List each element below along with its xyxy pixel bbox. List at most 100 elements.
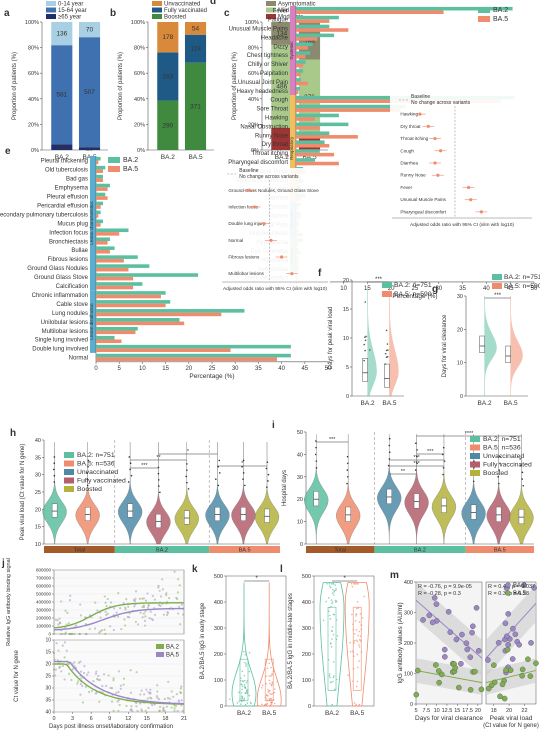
data-point xyxy=(79,660,82,663)
bar-data-label: 581 xyxy=(56,92,67,99)
group-bar xyxy=(44,546,115,553)
inset-category-label: Infection focus xyxy=(228,205,258,210)
y-axis-title: IgG antibody values (AU/ml) xyxy=(397,602,404,683)
data-point xyxy=(135,705,138,708)
bar-a-BA.2-0 xyxy=(51,144,73,150)
data-point xyxy=(331,626,334,628)
y-tick-label: 400 xyxy=(404,580,413,586)
data-point xyxy=(86,673,89,676)
group-label: BA.2 xyxy=(414,548,426,554)
data-point-ba2 xyxy=(510,625,516,632)
outlier-point xyxy=(364,349,366,352)
data-point xyxy=(270,693,273,695)
inset-category-label: Multilobar lesions xyxy=(228,271,264,276)
data-point xyxy=(244,703,247,706)
outlier-point xyxy=(186,469,188,471)
data-point xyxy=(88,627,91,631)
data-point xyxy=(333,661,335,663)
outlier-point xyxy=(384,363,386,365)
box xyxy=(264,508,270,523)
data-point xyxy=(178,605,181,608)
data-point xyxy=(104,601,107,604)
fit-line-ba2 xyxy=(415,599,483,659)
bar-data-label: 34 xyxy=(58,144,66,151)
data-point-ba5 xyxy=(519,672,525,679)
data-point xyxy=(153,598,157,601)
panel-label-b: b xyxy=(110,8,116,19)
y-tick-label: 300000 xyxy=(36,608,52,613)
data-point xyxy=(355,685,358,688)
legend-label: 0-14 year xyxy=(58,2,83,8)
data-point xyxy=(349,650,352,653)
legend-label: BA.5: n=590 xyxy=(504,283,540,290)
data-point xyxy=(162,707,165,711)
y-tick-label: 0 xyxy=(346,394,349,400)
legend-swatch xyxy=(478,7,490,13)
violin xyxy=(431,434,457,545)
x-tick-label: 20 xyxy=(506,708,512,714)
data-point xyxy=(271,699,273,701)
data-point xyxy=(326,583,328,585)
data-point xyxy=(151,618,154,622)
data-point xyxy=(180,699,183,702)
bar-ba5 xyxy=(296,161,339,166)
data-point-ba2 xyxy=(420,617,426,623)
group-bar xyxy=(374,546,466,553)
group-bar xyxy=(209,546,280,553)
data-point xyxy=(328,614,331,617)
x-tick-label: 18 xyxy=(162,716,168,722)
outlier-point xyxy=(416,455,418,458)
data-point xyxy=(109,625,112,628)
data-point xyxy=(245,681,248,684)
category-label: Sore Throat xyxy=(256,107,288,113)
x-tick-label: 12 xyxy=(125,716,131,722)
box xyxy=(441,497,447,513)
data-point-ba2 xyxy=(431,595,438,601)
x-tick-label: 25 xyxy=(209,366,216,372)
outlier-point xyxy=(266,486,268,488)
y-axis-title: BA.2/BA.5 IgG in early stage xyxy=(200,602,206,679)
bar-ba2 xyxy=(296,149,320,153)
panel-label-h: h xyxy=(10,428,16,439)
legend-swatch xyxy=(382,282,392,288)
group-strip xyxy=(90,156,96,291)
legend-swatch xyxy=(470,436,480,442)
data-point xyxy=(75,624,78,627)
y-axis-title: Relative IgG antibody binding signal xyxy=(6,558,12,646)
data-point xyxy=(96,609,99,612)
data-point-ba2 xyxy=(467,654,474,660)
data-point xyxy=(178,584,181,587)
bar-ba5 xyxy=(296,46,308,50)
data-point xyxy=(113,607,116,610)
panel-h: 10 15 20 25 30 35 40 Peak viral load (Ct value … xyxy=(20,438,280,554)
inset-note: No change across variants xyxy=(239,174,299,180)
legend-label: BA.2 xyxy=(513,583,527,589)
data-point-ba5 xyxy=(527,673,534,679)
y-tick-label: 700000 xyxy=(36,576,52,581)
y-tick-label: 200 xyxy=(214,652,223,658)
group-label: BA.5 xyxy=(494,548,506,554)
y-tick-label: 20% xyxy=(134,122,145,128)
box xyxy=(155,513,162,528)
category-label: Fatigue xyxy=(268,18,289,24)
data-point xyxy=(92,680,95,683)
x-tick-label: 7.5 xyxy=(422,708,430,714)
y-tick-label: 0 xyxy=(48,632,51,637)
data-point xyxy=(358,703,361,706)
y-tick-label: 30 xyxy=(297,475,303,481)
inset-category-label: Hawking xyxy=(400,112,418,117)
data-point xyxy=(331,630,333,632)
significance-label: *** xyxy=(427,449,434,455)
data-point xyxy=(176,591,180,594)
y-tick-label: 60% xyxy=(248,71,259,77)
data-point xyxy=(358,621,361,623)
data-point xyxy=(148,616,151,620)
bar-ba5 xyxy=(96,232,120,236)
bar-ba5 xyxy=(96,249,110,254)
data-point xyxy=(270,697,272,700)
data-point-ba5 xyxy=(452,664,458,671)
data-point xyxy=(173,570,176,573)
data-point xyxy=(242,699,245,702)
category-label: Heavy headedness xyxy=(237,89,288,95)
bar-ba2 xyxy=(96,246,115,250)
